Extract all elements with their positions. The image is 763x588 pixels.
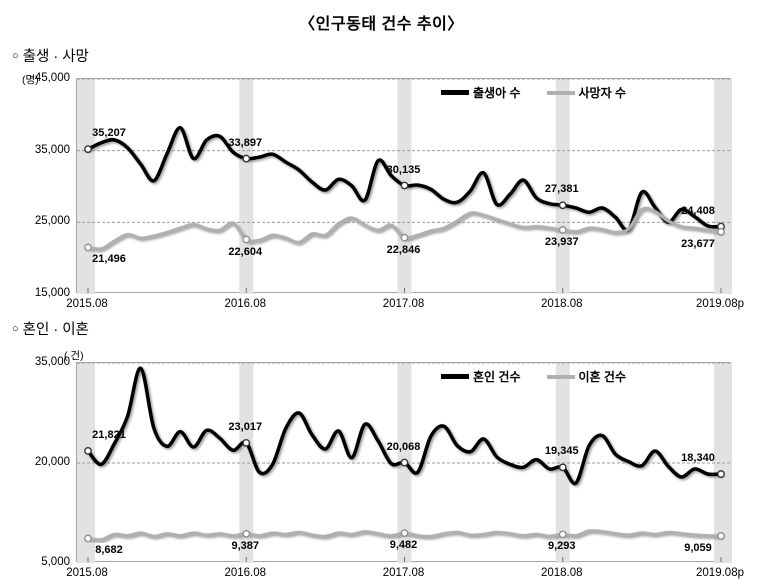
legend-label: 이혼 건수 xyxy=(578,370,627,384)
data-point-marker xyxy=(717,227,725,236)
data-point-label: 35,207 xyxy=(92,127,126,140)
data-point-marker xyxy=(558,201,567,210)
section-heading-births-deaths: ○ 출생 · 사망 xyxy=(12,45,89,66)
y-axis-tick-label: 35,000 xyxy=(34,143,70,156)
data-point-label: 23,017 xyxy=(228,420,263,433)
data-point-marker xyxy=(400,529,409,538)
data-point-label: 20,068 xyxy=(386,440,421,453)
x-axis-tick-label: 2018.08 xyxy=(540,298,583,310)
data-point-marker xyxy=(558,226,567,234)
highlight-band xyxy=(239,79,254,294)
legend-label: 혼인 건수 xyxy=(473,370,521,384)
chart-legend: 출생아 수 사망자 수 xyxy=(441,84,626,101)
y-axis-unit: (명) xyxy=(22,74,39,86)
data-point-label: 9,059 xyxy=(684,541,712,554)
legend-item-divorces[interactable]: 이혼 건수 xyxy=(546,368,627,385)
section-heading-marriage-divorce: ○ 혼인 · 이혼 xyxy=(12,318,89,339)
legend-label: 출생아 수 xyxy=(473,86,521,100)
data-point-marker xyxy=(242,438,251,447)
legend-item-marriages[interactable]: 혼인 건수 xyxy=(441,368,521,385)
chart-svg xyxy=(77,79,732,294)
legend-item-births[interactable]: 출생아 수 xyxy=(441,84,521,101)
y-axis-unit: ( 건) xyxy=(64,350,84,362)
data-point-marker xyxy=(400,233,409,242)
data-point-label: 8,682 xyxy=(95,544,123,557)
chart-svg xyxy=(77,363,732,563)
y-axis-tick-label: 35,000 xyxy=(34,356,70,368)
chart-legend: 혼인 건수 이혼 건수 xyxy=(441,368,626,385)
data-point-label: 23,937 xyxy=(544,235,579,248)
highlight-band xyxy=(77,363,95,563)
data-point-marker xyxy=(558,530,567,539)
data-point-marker xyxy=(84,534,92,543)
highlight-band xyxy=(714,79,732,294)
y-axis-tick-label: 20,000 xyxy=(34,456,70,468)
plot-area-births-deaths xyxy=(76,78,732,294)
data-point-marker xyxy=(84,145,92,154)
legend-item-deaths[interactable]: 사망자 수 xyxy=(546,84,627,101)
x-axis-tick-label: 2019.08p xyxy=(696,567,744,579)
section-heading-label: 출생 · 사망 xyxy=(22,49,89,65)
highlight-band xyxy=(77,79,95,294)
page-title: 〈인구동태 건수 추이〉 xyxy=(299,16,464,33)
y-axis-tick-label: 5,000 xyxy=(41,556,70,568)
x-axis-tick-label: 2017.08 xyxy=(382,298,425,310)
data-point-label: 22,846 xyxy=(386,243,421,256)
highlight-band xyxy=(239,363,254,563)
data-point-label: 19,345 xyxy=(544,445,579,458)
legend-swatch-icon xyxy=(441,374,469,379)
section-bullet-icon: ○ xyxy=(12,323,19,335)
data-point-marker xyxy=(400,458,409,467)
data-point-label: 9,387 xyxy=(231,539,260,552)
x-axis-tick-label: 2015.08 xyxy=(66,567,108,579)
legend-swatch-icon xyxy=(546,90,575,95)
data-point-marker xyxy=(717,532,725,540)
data-point-marker xyxy=(558,463,567,472)
data-point-label: 22,604 xyxy=(228,245,263,258)
data-point-marker xyxy=(84,243,92,252)
data-point-label: 21,821 xyxy=(92,428,126,441)
x-axis-tick-label: 2017.08 xyxy=(382,567,425,579)
x-axis-tick-label: 2019.08p xyxy=(696,298,744,310)
y-axis-tick-label: 15,000 xyxy=(34,287,70,299)
legend-swatch-icon xyxy=(546,374,575,379)
data-point-label: 23,677 xyxy=(681,237,715,250)
x-axis-tick-label: 2018.08 xyxy=(540,567,583,579)
chart-births-deaths: (명) 15,000 25,000 35,000 45,000 2015.08 2016.… xyxy=(0,72,763,310)
plot-area-marriage-divorce xyxy=(76,362,732,563)
data-point-marker xyxy=(400,181,409,190)
data-point-marker xyxy=(717,470,725,478)
y-axis-tick-label: 25,000 xyxy=(34,215,70,228)
data-point-label: 27,381 xyxy=(544,183,579,196)
data-point-marker xyxy=(84,446,92,455)
x-axis-tick-label: 2016.08 xyxy=(224,567,267,579)
data-point-label: 33,897 xyxy=(228,136,263,149)
chart-marriage-divorce: ( 건) 5,000 20,000 35,000 2015.08 2016.08 2017… xyxy=(0,348,763,579)
data-point-label: 9,482 xyxy=(389,539,418,552)
data-point-marker xyxy=(242,154,251,163)
legend-swatch-icon xyxy=(441,90,469,95)
data-point-label: 21,496 xyxy=(92,253,126,266)
highlight-band xyxy=(555,79,570,294)
data-point-marker xyxy=(242,235,251,244)
section-heading-label: 혼인 · 이혼 xyxy=(22,322,89,338)
data-point-label: 30,135 xyxy=(386,163,421,176)
x-axis-tick-label: 2015.08 xyxy=(66,298,108,310)
data-point-label: 24,408 xyxy=(681,204,715,217)
y-axis-tick-label: 45,000 xyxy=(34,72,70,84)
data-point-marker xyxy=(242,529,251,538)
data-point-label: 9,293 xyxy=(547,540,576,553)
data-point-label: 18,340 xyxy=(681,452,715,465)
legend-label: 사망자 수 xyxy=(578,86,627,100)
section-bullet-icon: ○ xyxy=(12,50,19,62)
x-axis-tick-label: 2016.08 xyxy=(224,298,267,310)
